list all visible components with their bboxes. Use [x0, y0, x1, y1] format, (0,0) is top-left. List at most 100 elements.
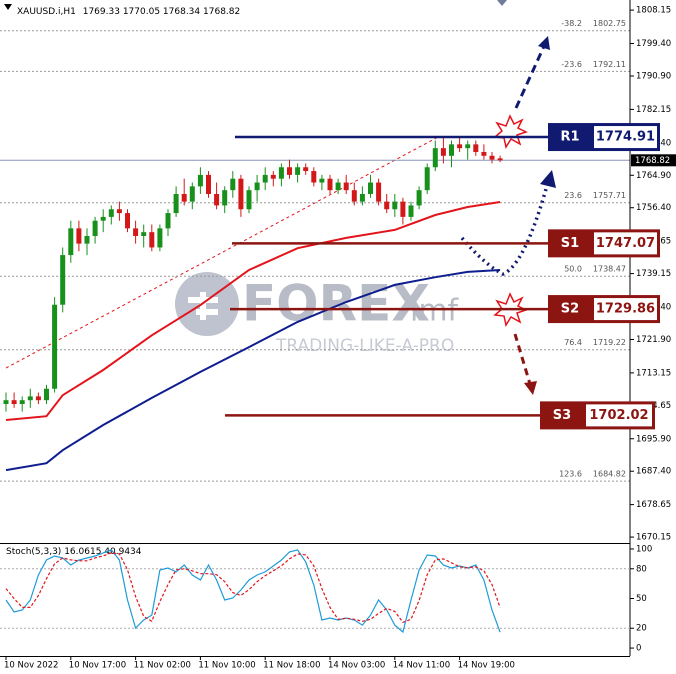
fib-price: 1719.22: [593, 338, 626, 347]
chart-header: XAUUSD.i,H1 1769.33 1770.05 1768.34 1768…: [17, 7, 240, 17]
candle-body: [351, 190, 357, 202]
candle-body: [278, 167, 284, 179]
trend-line: [5, 135, 441, 369]
candle-body: [222, 190, 228, 206]
candle-body: [92, 220, 98, 236]
candle-body: [206, 174, 211, 194]
fib-price: 1792.11: [593, 60, 626, 69]
candle-body: [327, 178, 333, 191]
y-tick-label: 1764.90: [636, 171, 671, 181]
candle-body: [376, 182, 382, 202]
candle-body: [181, 193, 187, 202]
candle-body: [108, 209, 114, 217]
candle-body: [125, 213, 130, 229]
y-tick-label: 1756.40: [636, 203, 671, 213]
candle-body: [35, 396, 41, 401]
candle-body: [60, 255, 66, 305]
candle-body: [133, 228, 139, 236]
stochastic-line: [5, 552, 501, 624]
level-value-box: [594, 232, 657, 255]
candle-body: [68, 228, 74, 256]
level-name: R1: [560, 130, 579, 145]
y-tick-label: 100: [636, 544, 652, 554]
y-tick-label: 1790.90: [636, 71, 671, 81]
fib-price: 1802.75: [593, 19, 626, 28]
y-tick-label: 1695.90: [636, 434, 671, 444]
candle-body: [165, 213, 171, 229]
candle-body: [368, 182, 373, 194]
fib-price: 1738.47: [593, 265, 626, 274]
candle-body: [141, 232, 147, 236]
watermark-logo: [175, 272, 239, 336]
candle-body: [343, 182, 349, 191]
candle-body: [254, 182, 260, 191]
fib-price: 1684.82: [593, 470, 626, 479]
arrow-head: [524, 381, 537, 395]
k-value: 16.0615: [64, 547, 101, 557]
candle-body: [116, 209, 122, 214]
candle-body: [100, 216, 106, 221]
fib-level: 123.6: [559, 470, 582, 479]
level-value: 1702.02: [589, 408, 648, 423]
y-tick-label: 0: [636, 644, 641, 654]
candle-body: [214, 193, 220, 206]
low: 1768.34: [163, 7, 200, 17]
moving-average: [5, 201, 501, 421]
candle-body: [295, 167, 301, 175]
candle-body: [359, 193, 365, 202]
level-value: 1747.07: [596, 236, 655, 251]
y-tick-label: 1799.40: [636, 39, 671, 49]
fib-price: 1757.71: [593, 191, 626, 200]
y-tick-label: 50: [636, 594, 647, 604]
x-tick-label: 14 Nov 03:00: [328, 661, 385, 671]
y-tick-label: 20: [636, 624, 647, 634]
stochastic-line: [5, 549, 501, 634]
candle-body: [52, 304, 58, 389]
candle-body: [76, 228, 82, 244]
y-tick-label: 1808.15: [636, 6, 671, 16]
scroll-marker: [497, 0, 507, 6]
arrow-head: [538, 36, 550, 50]
candle-body: [440, 148, 446, 156]
projection-arrows: [460, 36, 556, 395]
candle-body: [319, 178, 325, 183]
level-value: 1774.91: [596, 130, 655, 145]
candle-body: [11, 400, 17, 405]
arrow-head: [540, 170, 556, 188]
x-tick-label: 10 Nov 17:00: [69, 661, 126, 671]
candle-body: [3, 400, 9, 405]
y-tick-label: 1782.15: [636, 105, 671, 115]
level-value-box: [586, 404, 652, 427]
y-tick-label: 1678.65: [636, 500, 671, 510]
candle-body: [335, 182, 341, 191]
candle-body: [457, 144, 463, 149]
candle-body: [432, 148, 438, 168]
y-tick-label: 80: [636, 564, 647, 574]
watermark-suffix: imf: [410, 294, 460, 329]
watermark-logo-mark: [188, 292, 218, 320]
level-name: S1: [561, 236, 579, 251]
x-tick-label: 14 Nov 11:00: [393, 661, 450, 671]
x-tick-label: 11 Nov 10:00: [198, 661, 255, 671]
candle-body: [189, 186, 195, 202]
x-tick-label: 11 Nov 02:00: [134, 661, 191, 671]
candle-body: [238, 178, 244, 210]
y-tick-label: 1687.40: [636, 467, 671, 477]
candle-body: [19, 400, 25, 405]
candle-body: [384, 201, 390, 210]
candle-body: [408, 205, 414, 217]
indicator-header: Stoch(5,3,3) 16.0615 40.9434: [6, 547, 142, 557]
candle-body: [246, 190, 252, 210]
arrow-up: [514, 43, 547, 109]
candle-body: [489, 155, 495, 160]
fib-level: 76.4: [564, 338, 582, 347]
y-tick-label: 1670.15: [636, 533, 671, 543]
candle-body: [149, 232, 155, 248]
close: 1768.82: [203, 7, 240, 17]
candle-body: [173, 193, 179, 214]
candle-body: [262, 174, 268, 183]
level-value-box: [594, 298, 657, 321]
